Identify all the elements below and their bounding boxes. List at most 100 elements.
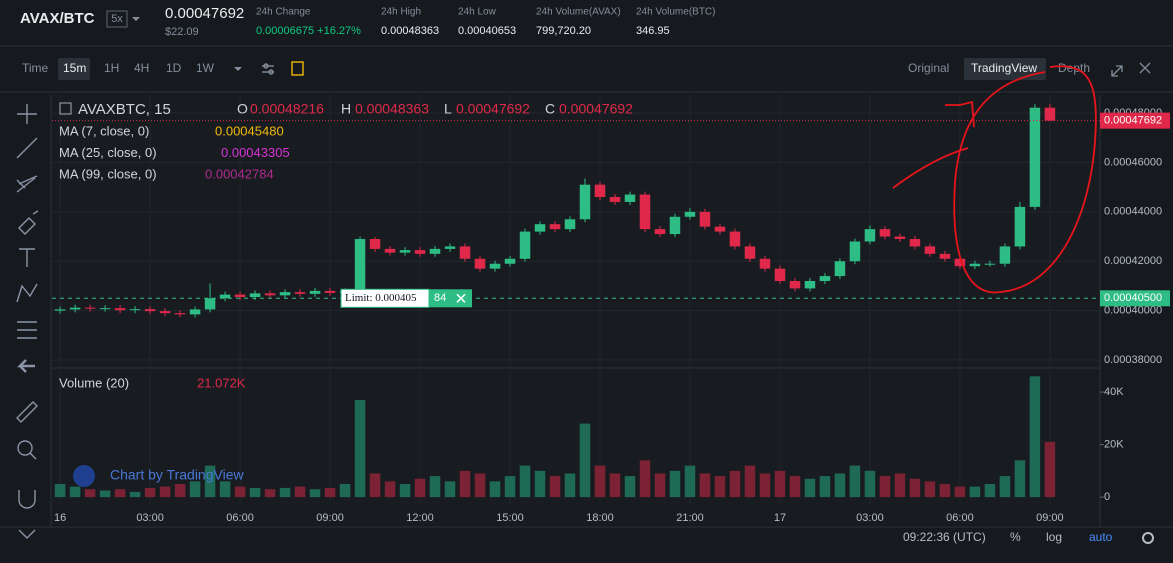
interval[interactable]: 1H <box>104 61 119 75</box>
volume-bar <box>84 489 96 498</box>
stat-label: 24h High <box>381 7 421 18</box>
drawing-tools[interactable] <box>16 104 39 539</box>
volume-bar <box>654 473 666 498</box>
tv-logo[interactable] <box>73 465 95 487</box>
log-toggle[interactable]: log <box>1046 530 1062 544</box>
collapse-icon[interactable] <box>59 102 72 115</box>
interval[interactable]: 1D <box>166 61 182 75</box>
x-tick-label: 18:00 <box>586 512 614 524</box>
volume-bar <box>129 491 141 498</box>
interval[interactable]: 15m <box>63 61 86 75</box>
candle-body <box>864 229 876 242</box>
volume-bar <box>519 465 531 498</box>
volume-bar <box>744 465 756 498</box>
interval[interactable]: 1W <box>196 61 215 75</box>
volume-bar <box>969 486 981 498</box>
volume-bar <box>159 486 171 498</box>
volume-bar <box>474 473 486 498</box>
candle-body <box>249 293 261 298</box>
volume-bar <box>924 481 936 498</box>
stat-label: 24h Volume(AVAX) <box>536 7 621 18</box>
candle-body <box>759 258 771 269</box>
watermark[interactable]: Chart by TradingView <box>110 467 244 483</box>
x-tick-label: 03:00 <box>136 512 164 524</box>
interval[interactable]: Time <box>22 61 49 75</box>
volume-bar <box>309 489 321 498</box>
x-tick-label: 03:00 <box>856 512 884 524</box>
volume-bar <box>624 476 636 498</box>
volume-bar <box>339 483 351 498</box>
limit-cancel[interactable] <box>456 293 466 303</box>
pair[interactable]: AVAX/BTC <box>20 10 95 27</box>
volume-bar <box>729 470 741 498</box>
limit-qty-box[interactable] <box>429 289 472 308</box>
view[interactable]: TradingView <box>971 61 1037 75</box>
candle-body <box>624 194 636 202</box>
limit-label[interactable]: Limit: 0.000405 <box>345 292 417 304</box>
volume-bar <box>234 486 246 498</box>
volume-bar <box>264 489 276 498</box>
volume-bar <box>1014 460 1026 498</box>
limit-quantity[interactable]: 84 <box>434 292 446 304</box>
h-label: H <box>341 101 351 117</box>
settings-icon[interactable] <box>1142 532 1154 544</box>
hand-annotation <box>892 65 1097 294</box>
leverage-box[interactable] <box>106 10 128 28</box>
view[interactable]: Original <box>908 61 949 75</box>
volume-bar <box>384 481 396 498</box>
candle-body <box>1014 206 1026 247</box>
candle-body <box>924 246 936 254</box>
candle-body <box>549 224 561 230</box>
candle-body <box>879 229 891 237</box>
interval-active <box>58 58 90 80</box>
candle-body <box>114 308 126 311</box>
volume-bar <box>174 483 186 498</box>
ma-value: 0.00042784 <box>205 166 274 181</box>
volume-bar <box>699 473 711 498</box>
dropdown-icon[interactable] <box>132 17 140 21</box>
auto-toggle[interactable]: auto <box>1089 530 1113 544</box>
candle-body <box>204 298 216 310</box>
x-tick-label: 06:00 <box>226 512 254 524</box>
candle-body <box>744 246 756 259</box>
volume-bar <box>489 481 501 498</box>
volume-bar <box>54 483 66 498</box>
x-tick-label: 12:00 <box>406 512 434 524</box>
indicator-icon[interactable] <box>291 61 304 76</box>
window-icons[interactable] <box>1111 62 1151 77</box>
volume-tick-label: 20K <box>1104 438 1124 450</box>
c-label: C <box>545 101 555 117</box>
interval[interactable]: 4H <box>134 61 149 75</box>
volume-bar <box>1029 376 1041 498</box>
volume-bar <box>579 423 591 498</box>
volume-bar <box>399 483 411 498</box>
candle-body <box>264 293 276 296</box>
volume-bar <box>534 470 546 498</box>
volume-bar <box>99 490 111 498</box>
candle-body <box>219 294 231 299</box>
ma-name: MA (25, close, 0) <box>59 145 157 160</box>
percent-toggle[interactable]: % <box>1010 530 1021 544</box>
candle-body <box>459 246 471 259</box>
leverage[interactable]: 5x <box>111 13 123 25</box>
volume-bar <box>189 481 201 498</box>
stat-label: 24h Volume(BTC) <box>636 7 715 18</box>
x-tick-label: 17 <box>774 512 786 524</box>
more-icon[interactable] <box>234 67 242 71</box>
candle-body <box>819 276 831 282</box>
volume-bar <box>909 478 921 498</box>
volume-bar <box>444 481 456 498</box>
settings-icon[interactable] <box>262 63 274 75</box>
volume-tick-label: 0 <box>1104 491 1110 503</box>
view-active <box>964 58 1046 80</box>
stat-value: 0.00006675 +16.27% <box>256 25 361 37</box>
volume-value: 21.072K <box>197 375 246 390</box>
volume-bar <box>684 465 696 498</box>
ma-name: MA (7, close, 0) <box>59 123 149 138</box>
volume-bar <box>114 489 126 498</box>
y-tick-label: 0.00040000 <box>1104 305 1162 317</box>
volume-bar <box>549 476 561 498</box>
candle-body <box>189 309 201 315</box>
volume-bar <box>144 487 156 498</box>
l-value: 0.00047692 <box>456 101 530 117</box>
